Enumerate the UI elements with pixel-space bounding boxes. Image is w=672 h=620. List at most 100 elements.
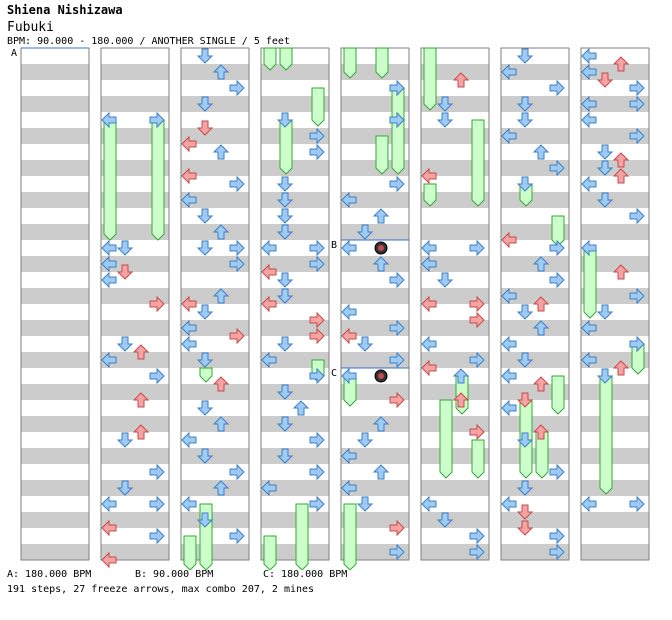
step-arrow-left <box>261 351 277 369</box>
beat-stripe <box>341 288 409 304</box>
step-arrow-left <box>341 191 357 209</box>
step-arrow-left <box>101 551 117 569</box>
step-arrow-down <box>196 512 214 528</box>
beat-stripe <box>261 544 329 560</box>
step-arrow-right <box>309 311 325 329</box>
step-arrow-left <box>421 335 437 353</box>
beat-stripe <box>21 544 89 560</box>
beat-stripe <box>501 128 569 144</box>
step-arrow-left <box>581 95 597 113</box>
beat-stripe <box>181 544 249 560</box>
bpm-marker-b: B <box>331 240 337 251</box>
beat-stripe <box>101 384 169 400</box>
beat-stripe <box>581 288 649 304</box>
step-arrow-up <box>372 208 390 224</box>
step-arrow-right <box>469 295 485 313</box>
beat-stripe <box>261 224 329 240</box>
step-arrow-right <box>389 271 405 289</box>
step-arrow-left <box>341 479 357 497</box>
column-border <box>260 47 330 561</box>
beat-stripe <box>21 256 89 272</box>
beat-stripe <box>181 352 249 368</box>
step-arrow-down <box>436 112 454 128</box>
beat-stripe <box>421 224 489 240</box>
beat-stripe <box>341 192 409 208</box>
step-arrow-down <box>356 224 374 240</box>
beat-stripe <box>341 448 409 464</box>
step-arrow-left <box>341 447 357 465</box>
freeze-arrow <box>439 399 453 479</box>
step-arrow-right <box>389 175 405 193</box>
beat-stripe <box>501 352 569 368</box>
step-arrow-up <box>212 64 230 80</box>
step-arrow-left <box>421 239 437 257</box>
beat-stripe <box>101 320 169 336</box>
beat-stripe <box>21 416 89 432</box>
step-arrow-down <box>116 240 134 256</box>
bpm-legend-a: A: 180.000 BPM <box>7 569 92 580</box>
beat-stripe <box>21 448 89 464</box>
step-arrow-right <box>629 287 645 305</box>
beat-stripe <box>421 512 489 528</box>
freeze-arrow <box>551 215 565 247</box>
step-arrow-down <box>116 336 134 352</box>
beat-stripe <box>21 128 89 144</box>
chart-column-4 <box>260 47 330 561</box>
freeze-arrow <box>583 247 597 319</box>
step-arrow-left <box>261 479 277 497</box>
beat-stripe <box>181 448 249 464</box>
step-arrow-right <box>229 175 245 193</box>
column-border <box>500 47 570 561</box>
step-arrow-right <box>389 519 405 537</box>
beat-stripe <box>261 320 329 336</box>
step-arrow-up <box>292 400 310 416</box>
step-arrow-down <box>196 208 214 224</box>
step-arrow-down <box>356 336 374 352</box>
step-arrow-down <box>436 272 454 288</box>
step-arrow-right <box>309 143 325 161</box>
beat-stripe <box>261 448 329 464</box>
beat-stripe <box>421 352 489 368</box>
step-arrow-left <box>501 231 517 249</box>
step-arrow-left <box>181 431 197 449</box>
step-arrow-down <box>516 96 534 112</box>
beat-stripe <box>581 128 649 144</box>
beat-stripe <box>501 192 569 208</box>
step-arrow-left <box>101 351 117 369</box>
step-arrow-up <box>452 72 470 88</box>
step-arrow-up <box>532 296 550 312</box>
step-arrow-right <box>469 423 485 441</box>
step-arrow-down <box>516 520 534 536</box>
beat-stripe <box>101 64 169 80</box>
step-arrow-left <box>581 351 597 369</box>
beat-stripe <box>421 480 489 496</box>
freeze-arrow <box>295 503 309 570</box>
step-arrow-left <box>261 239 277 257</box>
freeze-arrow <box>375 135 389 175</box>
beat-stripe <box>101 288 169 304</box>
beat-stripe <box>181 160 249 176</box>
step-arrow-down <box>516 480 534 496</box>
beat-stripe <box>341 384 409 400</box>
beat-stripe <box>341 224 409 240</box>
step-arrow-down <box>356 432 374 448</box>
beat-stripe <box>341 352 409 368</box>
step-arrow-right <box>549 79 565 97</box>
beat-stripe <box>261 160 329 176</box>
step-arrow-right <box>469 239 485 257</box>
step-arrow-up <box>612 152 630 168</box>
step-arrow-down <box>196 240 214 256</box>
step-arrow-down <box>436 96 454 112</box>
beat-stripe <box>501 64 569 80</box>
step-arrow-up <box>612 168 630 184</box>
column-border <box>340 47 410 561</box>
beat-stripe <box>581 448 649 464</box>
step-arrow-right <box>229 79 245 97</box>
step-arrow-right <box>309 239 325 257</box>
beat-stripe <box>421 320 489 336</box>
step-arrow-down <box>116 432 134 448</box>
beat-stripe <box>181 512 249 528</box>
beat-stripe <box>261 192 329 208</box>
step-arrow-down <box>356 496 374 512</box>
step-arrow-right <box>149 527 165 545</box>
